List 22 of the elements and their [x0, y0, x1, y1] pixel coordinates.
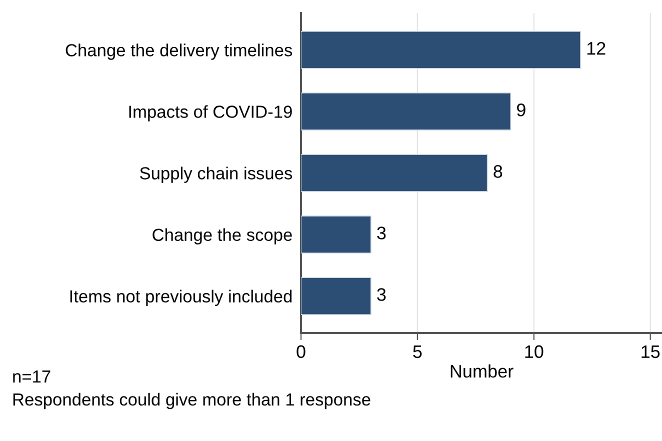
x-tick-label: 15 — [642, 345, 660, 358]
y-tick-label: Change the delivery timelines — [66, 44, 292, 60]
y-tick-label: Items not previously included — [70, 290, 292, 306]
data-label: 9 — [517, 104, 526, 116]
text: Respondents could give more than 1 response — [13, 392, 370, 410]
data-label: 8 — [494, 165, 502, 178]
x-axis-title: Number — [450, 364, 514, 378]
y-tick-label: Supply chain issues — [140, 166, 292, 183]
data-label: 3 — [377, 288, 386, 301]
x-tick-label: 5 — [413, 345, 422, 358]
y-tick-label: Impacts of COVID-19 — [129, 105, 292, 122]
bar — [301, 154, 488, 192]
bar — [301, 31, 581, 69]
bar — [301, 216, 372, 254]
bar — [301, 92, 512, 130]
y-tick-label: Change the scope — [152, 228, 292, 244]
x-tick-label: 10 — [525, 345, 544, 358]
x-tick-label: 0 — [296, 345, 306, 358]
bar — [301, 277, 372, 315]
data-label: 12 — [587, 42, 606, 55]
text: n=17 — [13, 370, 50, 382]
data-label: 3 — [377, 226, 386, 240]
